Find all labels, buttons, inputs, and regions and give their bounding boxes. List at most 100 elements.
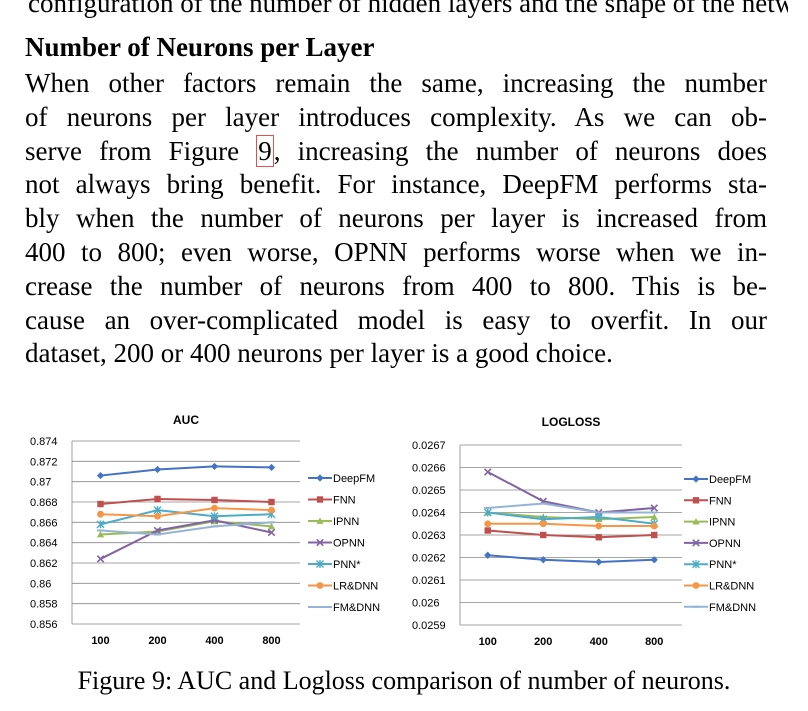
- auc-chart: AUC 0.874 0.872 0.87 0.868 0.866 0.864 0.862 0.8…: [30, 413, 380, 647]
- legend-marker: [316, 582, 324, 589]
- data-point: [484, 520, 492, 528]
- data-point: [267, 528, 276, 537]
- series-line: [487, 471, 655, 514]
- legend-marker: [692, 475, 700, 483]
- legend-label: LR&DNN: [333, 581, 378, 593]
- section-heading: Number of Neurons per Layer: [25, 32, 375, 62]
- x-tick-label: 100: [91, 635, 109, 647]
- y-tick-label: 0.858: [30, 599, 58, 611]
- paragraph-text: , increasing the number of neurons does: [273, 135, 767, 166]
- data-point: [650, 556, 658, 564]
- x-tick-label: 800: [262, 635, 280, 647]
- y-tick-label: 0.0264: [412, 508, 446, 520]
- logloss-chart: LOGLOSS 0.0267 0.0266 0.0265 0.0264 0.0263 0.0…: [412, 415, 756, 648]
- figure-charts: AUC 0.874 0.872 0.87 0.868 0.866 0.864 0.862 0.8…: [30, 413, 756, 648]
- data-point: [650, 504, 659, 512]
- paragraph-line: crease the number of neurons from 400 to…: [25, 270, 767, 301]
- data-point: [268, 506, 275, 514]
- legend-label: PNN*: [333, 559, 361, 571]
- y-tick-label: 0.0265: [412, 485, 446, 497]
- cut-off-top-line: configuration of the number of hidden la…: [28, 0, 788, 18]
- legend-marker: [316, 517, 324, 524]
- legend-marker: [316, 560, 324, 568]
- series-line: [487, 522, 655, 527]
- data-point: [96, 520, 105, 529]
- y-tick-label: 0.0261: [412, 575, 446, 587]
- data-point: [268, 498, 275, 506]
- paragraph-line: not always bring benefit. For instance, …: [25, 169, 767, 200]
- data-point: [154, 512, 161, 520]
- data-point: [96, 530, 105, 538]
- y-tick-label: 0.026: [412, 598, 440, 610]
- data-point: [154, 495, 161, 503]
- series-line: [100, 519, 272, 560]
- data-point: [210, 462, 219, 471]
- paragraph-line: cause an over-complicated model is easy …: [25, 304, 767, 335]
- y-tick-label: 0.872: [30, 456, 58, 468]
- data-point: [595, 534, 602, 541]
- paragraph-line-with-figure-ref: serve from Figure 9, increasing the numb…: [25, 134, 767, 169]
- y-tick-label: 0.0262: [412, 553, 446, 565]
- paragraph-text: serve from Figure: [25, 135, 257, 166]
- y-tick-label: 0.0263: [412, 530, 446, 542]
- legend-label: FM&DNN: [333, 602, 380, 614]
- data-point: [595, 558, 603, 566]
- x-tick-label: 200: [148, 635, 166, 647]
- data-point: [540, 531, 547, 539]
- data-point: [484, 527, 491, 534]
- data-point: [211, 496, 218, 504]
- data-point: [153, 526, 162, 535]
- series-line: [100, 507, 272, 518]
- data-point: [96, 471, 105, 480]
- legend-marker: [316, 474, 324, 482]
- y-tick-label: 0.0266: [412, 463, 446, 475]
- series-line: [487, 502, 655, 514]
- y-tick-label: 0.0259: [412, 620, 446, 632]
- data-point: [595, 522, 603, 530]
- y-tick-label: 0.866: [30, 517, 58, 529]
- series-line: [100, 509, 272, 526]
- legend-marker: [692, 518, 700, 525]
- legend-label: FNN: [709, 495, 732, 507]
- paragraph-line: When other factors remain the same, incr…: [25, 68, 767, 98]
- x-tick-label: 400: [205, 635, 223, 647]
- y-tick-label: 0.0267: [412, 440, 446, 452]
- body-paragraph: When other factors remain the same, incr…: [25, 67, 767, 371]
- y-tick-label: 0.868: [30, 497, 58, 509]
- data-point: [650, 522, 658, 530]
- legend-label: IPNN: [333, 516, 359, 528]
- data-point: [96, 555, 105, 563]
- paragraph-line: bly when the number of neurons per layer…: [25, 203, 767, 234]
- data-point: [153, 506, 162, 515]
- legend-label: PNN*: [709, 559, 737, 571]
- legend-marker: [692, 560, 700, 569]
- legend-label: IPNN: [709, 517, 735, 529]
- legend-label: OPNN: [709, 538, 741, 550]
- legend-label: DeepFM: [333, 473, 375, 485]
- data-point: [97, 500, 104, 508]
- paragraph-line: dataset, 200 or 400 neurons per layer is…: [25, 338, 613, 369]
- paragraph-line: 400 to 800; even worse, OPNN performs wo…: [25, 236, 767, 267]
- data-point: [483, 468, 492, 476]
- data-point: [484, 551, 492, 559]
- x-tick-label: 200: [534, 636, 552, 648]
- y-tick-label: 0.874: [30, 436, 58, 448]
- legend-marker: [692, 582, 700, 589]
- chart-title: AUC: [173, 413, 199, 427]
- data-point: [539, 556, 547, 564]
- data-point: [594, 513, 603, 521]
- y-tick-label: 0.864: [30, 538, 58, 550]
- figure-reference-link[interactable]: 9: [256, 134, 274, 167]
- legend-marker: [316, 496, 324, 503]
- legend-marker: [692, 539, 700, 547]
- data-point: [651, 531, 658, 539]
- x-tick-label: 100: [479, 636, 497, 648]
- paragraph-line: of neurons per layer introduces complexi…: [25, 101, 767, 132]
- series-line: [100, 521, 272, 536]
- legend-label: DeepFM: [709, 474, 751, 486]
- figure-caption: Figure 9: AUC and Logloss comparison of …: [77, 666, 731, 695]
- x-tick-label: 400: [590, 636, 608, 648]
- data-point: [210, 512, 219, 521]
- data-point: [483, 508, 492, 517]
- series-line: [487, 529, 655, 539]
